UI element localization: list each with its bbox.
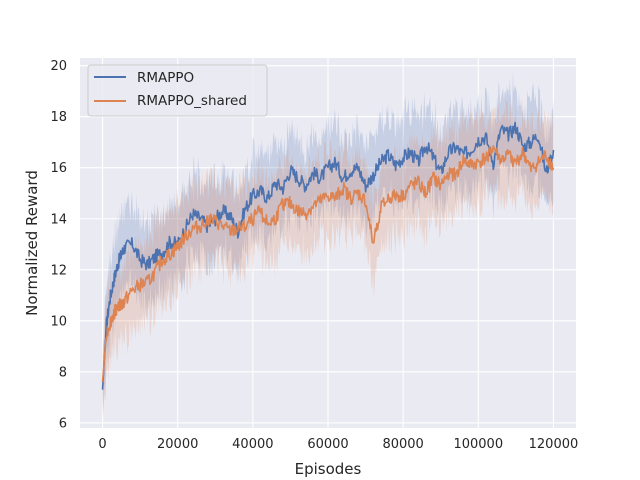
legend-label-rmappo: RMAPPO bbox=[137, 70, 194, 86]
grid bbox=[80, 58, 576, 428]
series-lines bbox=[101, 121, 555, 390]
y-axis-label: Normalized Reward bbox=[23, 170, 41, 316]
x-tick-label: 100000 bbox=[453, 437, 503, 452]
legend-box bbox=[87, 64, 268, 117]
confidence-bands bbox=[102, 70, 554, 421]
x-tick-label: 120000 bbox=[529, 437, 579, 452]
series-line-0 bbox=[101, 121, 555, 390]
legend: RMAPPO RMAPPO_shared bbox=[87, 64, 268, 117]
y-tick-label: 8 bbox=[59, 365, 67, 380]
legend-label-rmappo-shared: RMAPPO_shared bbox=[137, 93, 247, 109]
series-band-1 bbox=[102, 97, 554, 421]
y-tick-label: 6 bbox=[59, 416, 67, 431]
series-band-0 bbox=[102, 70, 554, 417]
y-tick-label: 18 bbox=[50, 110, 67, 125]
x-tick-label: 40000 bbox=[232, 437, 273, 452]
y-tick-label: 16 bbox=[50, 161, 67, 176]
y-tick-label: 14 bbox=[50, 212, 67, 227]
x-tick-label: 0 bbox=[98, 437, 106, 452]
x-tick-label: 20000 bbox=[157, 437, 198, 452]
y-tick-label: 20 bbox=[50, 59, 67, 74]
x-tick-label: 80000 bbox=[382, 437, 423, 452]
x-axis-ticks: 0 20000 40000 60000 80000 100000 120000 bbox=[98, 437, 578, 452]
y-tick-label: 10 bbox=[50, 314, 67, 329]
x-tick-label: 60000 bbox=[307, 437, 348, 452]
series-line-1 bbox=[101, 145, 555, 383]
y-axis-ticks: 6 8 10 12 14 16 18 20 bbox=[50, 59, 67, 431]
x-axis-label: Episodes bbox=[295, 460, 362, 478]
y-tick-label: 12 bbox=[50, 263, 67, 278]
